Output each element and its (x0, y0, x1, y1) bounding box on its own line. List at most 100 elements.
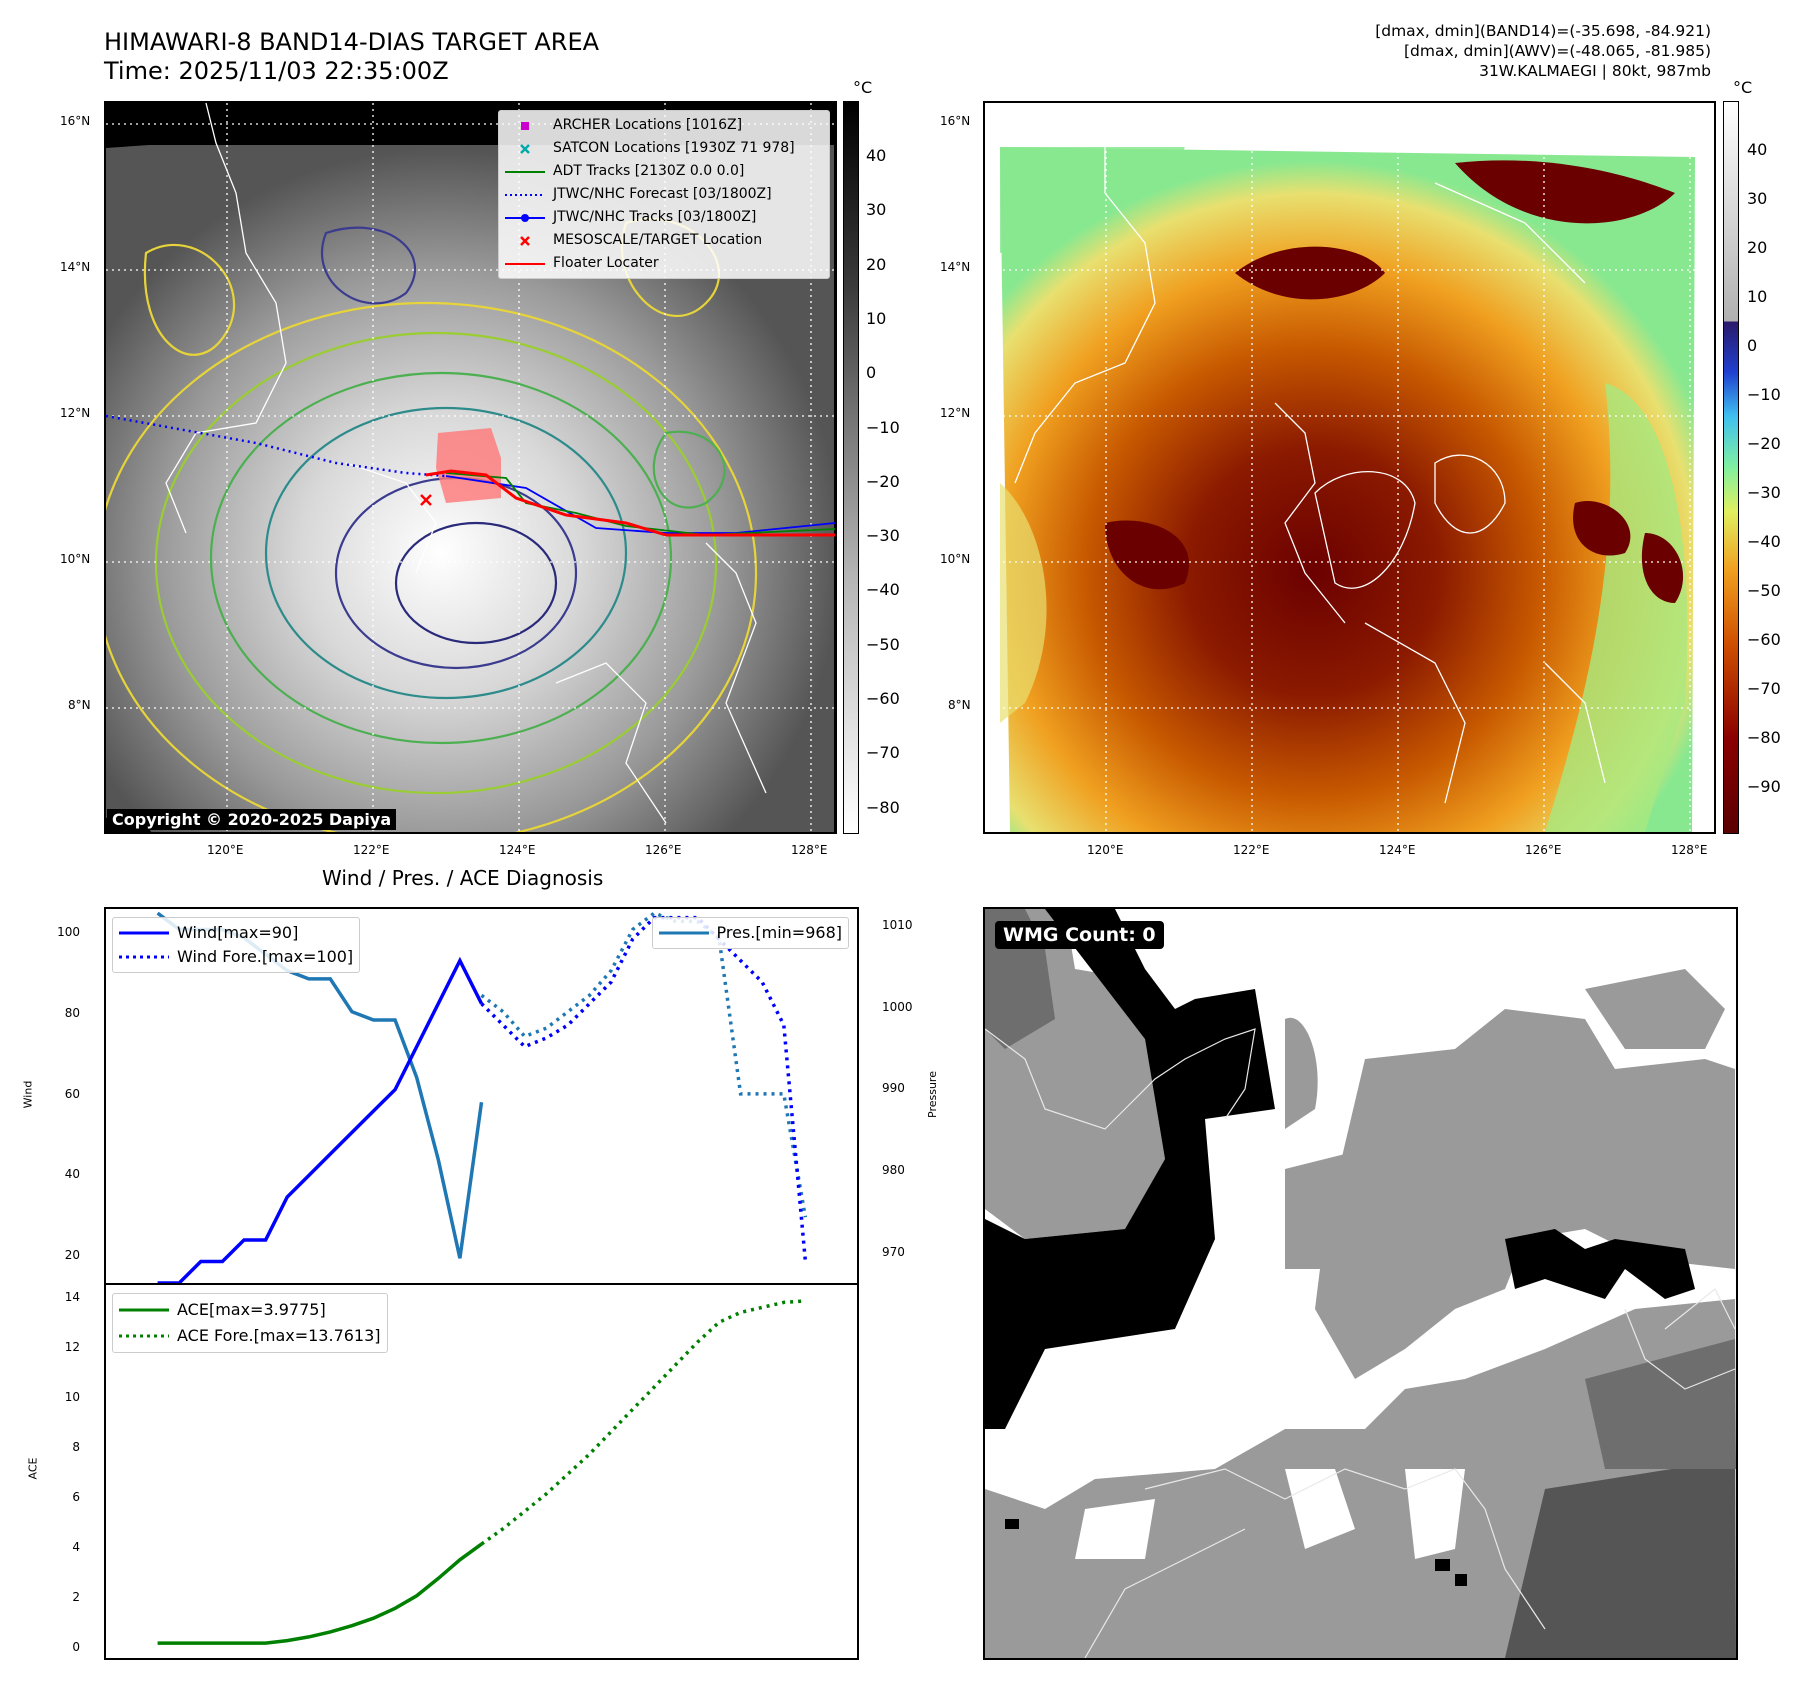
right-colorbar-tick: 0 (1747, 336, 1758, 355)
right-colorbar-tick: −20 (1747, 434, 1781, 453)
legend-swatch (520, 236, 530, 246)
left-colorbar-tick: −20 (866, 471, 900, 491)
jtwc-forecast-track (106, 414, 447, 478)
right-lat-16: 16°N (940, 114, 971, 128)
left-colorbar-tick: 20 (866, 254, 887, 274)
legend-label: MESOSCALE/TARGET Location (553, 232, 763, 248)
left-map-legend: ARCHER Locations [1016Z] SATCON Locations… (498, 110, 830, 279)
pressure-axis-label: Pressure (925, 1071, 939, 1118)
right-colorbar-tick: −10 (1747, 385, 1781, 404)
left-colorbar-tick: −70 (866, 743, 900, 763)
wind-tick-label: 100 (57, 925, 80, 939)
right-satellite-map (983, 101, 1716, 834)
legend-label: Floater Locater (553, 255, 659, 271)
ace-tick-label: 6 (72, 1490, 80, 1504)
right-colorbar-tick: −90 (1747, 777, 1781, 796)
right-lon-124: 124°E (1379, 843, 1416, 857)
wind-legend: Wind[max=90] Wind Fore.[max=100] (112, 917, 361, 973)
legend-item: ARCHER Locations [1016Z] (499, 114, 829, 137)
info-awv-range: [dmax, dmin](AWV)=(-48.065, -81.985) (1404, 42, 1711, 60)
right-lat-12: 12°N (940, 406, 971, 420)
ace-legend: ACE[max=3.9775] ACE Fore.[max=13.7613] (112, 1293, 388, 1353)
ace-tick-label: 2 (72, 1590, 80, 1604)
wmg-imagery (985, 909, 1736, 1658)
right-lat-10: 10°N (940, 552, 971, 566)
right-colorbar-tick: −30 (1747, 483, 1781, 502)
info-band14-range: [dmax, dmin](BAND14)=(-35.698, -84.921) (1375, 22, 1711, 40)
mesoscale-target-marker (420, 494, 432, 506)
right-colorbar-tick: −80 (1747, 728, 1781, 747)
legend-label: JTWC/NHC Forecast [03/1800Z] (553, 186, 772, 202)
legend-swatch (505, 214, 545, 222)
right-lon-120: 120°E (1087, 843, 1124, 857)
pressure-tick-label: 970 (882, 1245, 905, 1259)
diagnosis-title: Wind / Pres. / ACE Diagnosis (322, 866, 604, 890)
pres-legend-swatch (658, 931, 709, 935)
pressure-tick-label: 1000 (882, 1000, 913, 1014)
wind-fore-legend-swatch (119, 955, 169, 959)
wind-pressure-plot: Wind[max=90] Wind Fore.[max=100] Pres.[m… (104, 907, 859, 1285)
legend-label: ARCHER Locations [1016Z] (553, 117, 743, 133)
left-lat-16: 16°N (60, 114, 91, 128)
left-colorbar-tick: 40 (866, 146, 887, 165)
series-line-pres-fore- (480, 911, 808, 1218)
legend-item: JTWC/NHC Forecast [03/1800Z] (499, 183, 829, 206)
right-lon-122: 122°E (1233, 843, 1270, 857)
right-lon-126: 126°E (1525, 843, 1562, 857)
chart-time: Time: 2025/11/03 22:35:00Z (104, 57, 449, 85)
legend-label: SATCON Locations [1930Z 71 978] (553, 140, 795, 156)
left-colorbar-tick: −10 (866, 417, 900, 437)
wmg-count-badge: WMG Count: 0 (995, 921, 1164, 949)
wind-legend-swatch (119, 931, 169, 935)
pressure-tick-label: 1010 (882, 918, 913, 932)
legend-item: ADT Tracks [2130Z 0.0 0.0] (499, 160, 829, 183)
left-colorbar-tick: −30 (866, 526, 900, 546)
ace-tick-label: 10 (64, 1390, 80, 1404)
right-colorbar-tick: −60 (1747, 630, 1781, 649)
wind-fore-legend-label: Wind Fore.[max=100] (177, 947, 354, 966)
wind-tick-label: 40 (64, 1167, 80, 1181)
right-lon-128: 128°E (1671, 843, 1708, 857)
legend-item: SATCON Locations [1930Z 71 978] (499, 137, 829, 160)
left-lat-14: 14°N (60, 260, 91, 274)
left-lon-120: 120°E (207, 843, 244, 857)
left-satellite-map: Copyright © 2020-2025 Dapiya ARCHER Loca… (104, 101, 837, 834)
right-colorbar (1723, 101, 1739, 834)
legend-item: MESOSCALE/TARGET Location (499, 229, 829, 252)
right-map-imagery (985, 103, 1714, 832)
right-lat-14: 14°N (940, 260, 971, 274)
left-colorbar (843, 101, 859, 834)
left-lon-122: 122°E (353, 843, 390, 857)
ace-fore-legend-swatch (119, 1334, 169, 1338)
right-colorbar-tick: −40 (1747, 532, 1781, 551)
ace-fore-legend-label: ACE Fore.[max=13.7613] (177, 1326, 381, 1345)
wind-tick-label: 20 (64, 1248, 80, 1262)
wmg-panel: WMG Count: 0 (983, 907, 1738, 1660)
info-storm: 31W.KALMAEGI | 80kt, 987mb (1479, 62, 1711, 80)
left-colorbar-tick: 0 (866, 363, 877, 383)
copyright-label: Copyright © 2020-2025 Dapiya (107, 809, 397, 830)
legend-swatch (505, 171, 545, 173)
left-colorbar-tick: 30 (866, 200, 887, 220)
floater-locater-track (425, 469, 835, 537)
left-colorbar-tick: 10 (866, 308, 887, 328)
ace-tick-label: 12 (64, 1340, 80, 1354)
pressure-tick-label: 990 (882, 1081, 905, 1095)
right-colorbar-unit: °C (1733, 78, 1753, 97)
wind-tick-label: 80 (64, 1006, 80, 1020)
right-colorbar-tick: 40 (1747, 140, 1768, 159)
ace-plot: ACE[max=3.9775] ACE Fore.[max=13.7613] (104, 1283, 859, 1660)
legend-label: JTWC/NHC Tracks [03/1800Z] (553, 209, 757, 225)
ace-axis-label: ACE (26, 1457, 40, 1480)
legend-label: ADT Tracks [2130Z 0.0 0.0] (553, 163, 745, 179)
ace-tick-label: 4 (72, 1540, 80, 1554)
series-line-ace-max- (157, 1542, 483, 1645)
left-colorbar-tick: −80 (866, 797, 900, 817)
wind-axis-label: Wind (21, 1080, 35, 1109)
wind-legend-label: Wind[max=90] (177, 923, 299, 942)
series-line-ace-fore-max- (480, 1299, 806, 1546)
wind-tick-label: 60 (64, 1087, 80, 1101)
left-colorbar-unit: °C (853, 78, 873, 97)
pressure-legend: Pres.[min=968] (651, 917, 849, 949)
pres-legend-label: Pres.[min=968] (716, 923, 842, 942)
